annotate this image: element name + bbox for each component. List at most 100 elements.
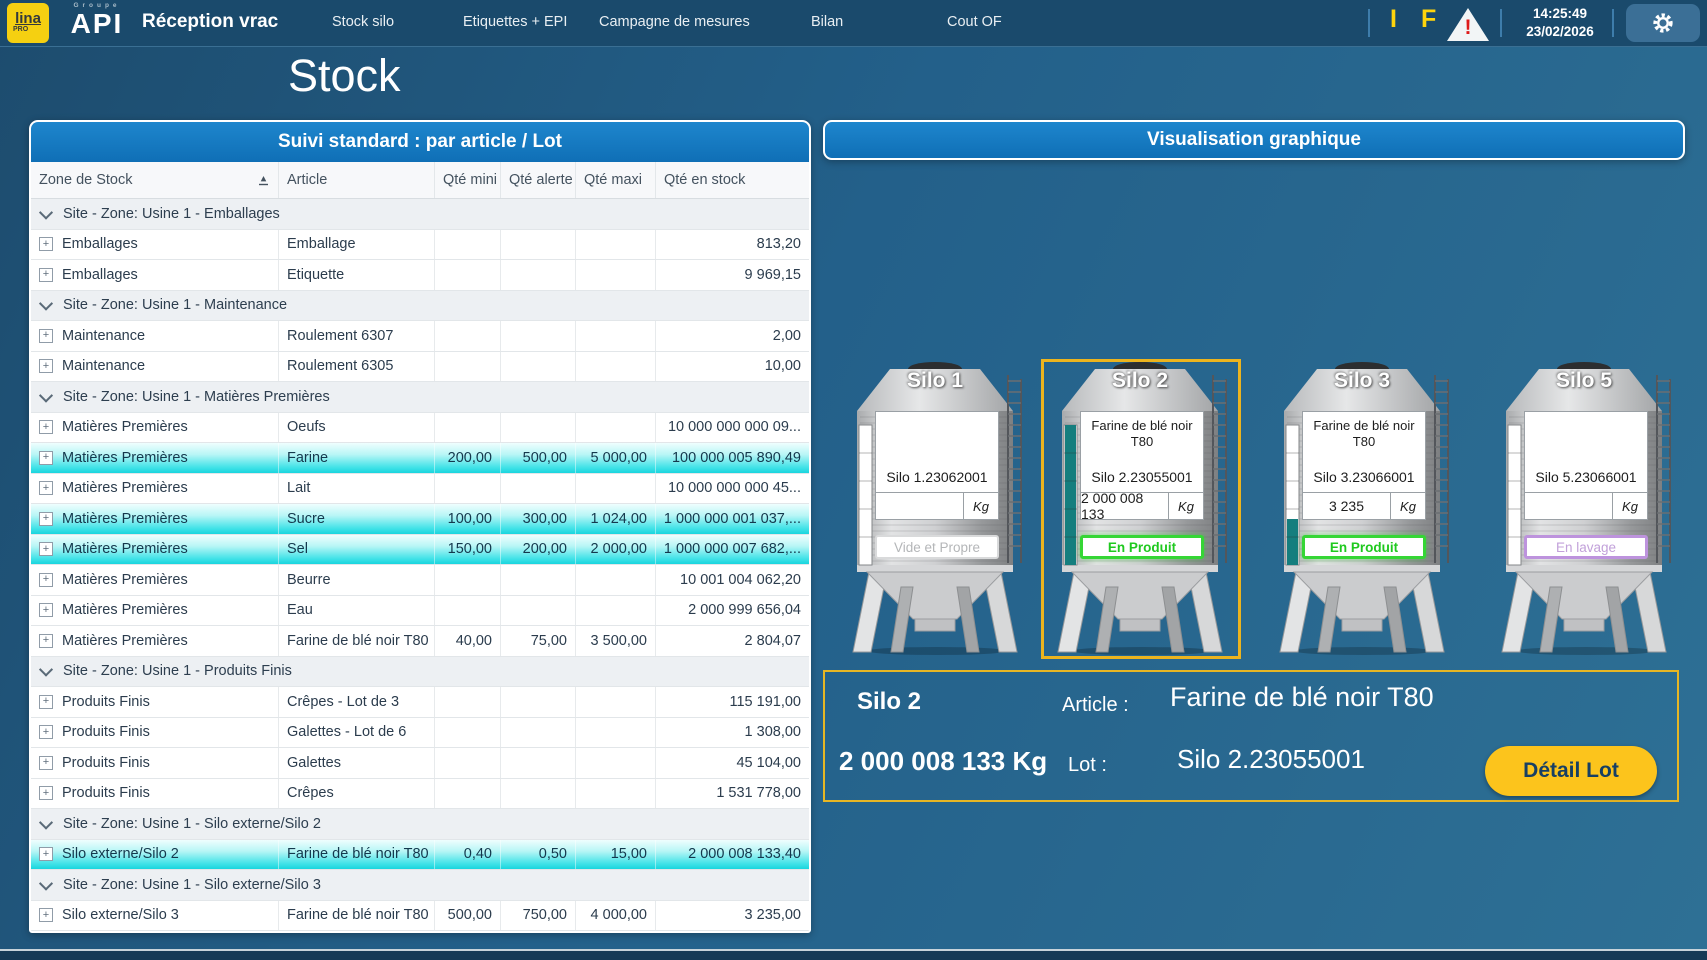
silo-qty: 2 000 008 133 — [1081, 490, 1144, 522]
expand-icon[interactable]: + — [39, 633, 53, 648]
expand-icon[interactable]: + — [39, 725, 53, 740]
table-row[interactable]: + Maintenance Roulement 6307 2,00 — [31, 321, 809, 352]
topbar: lina PRO Groupe API Réception vrac Stock… — [0, 0, 1707, 47]
table-row[interactable]: + Emballages Emballage 813,20 — [31, 229, 809, 260]
gear-icon — [1653, 13, 1673, 33]
table-row[interactable]: + Matières Premières Oeufs 10 000 000 000 0… — [31, 412, 809, 443]
zone-cell: Produits Finis — [62, 754, 150, 771]
silo-qty — [876, 493, 963, 519]
topbar-divider — [1500, 9, 1502, 37]
silo-title: Silo 1 — [906, 369, 964, 392]
table-row[interactable]: + Produits Finis Crêpes 1 531 778,00 — [31, 778, 809, 809]
table-row[interactable]: + Matières Premières Sel 150,00 200,00 2 000,… — [31, 534, 809, 565]
table-body: Site - Zone: Usine 1 - Emballages + Emball… — [31, 199, 809, 931]
expand-icon[interactable]: + — [39, 450, 53, 465]
table-row[interactable]: + Produits Finis Galettes 45 104,00 — [31, 748, 809, 779]
indicator-f[interactable]: F — [1421, 5, 1437, 33]
table-row[interactable]: + Silo externe/Silo 2 Farine de blé noir T… — [31, 839, 809, 870]
table-group-row[interactable]: Site - Zone: Usine 1 - Maintenance — [31, 290, 809, 321]
table-group-row[interactable]: Site - Zone: Usine 1 - Emballages — [31, 199, 809, 230]
table-row[interactable]: + Produits Finis Galettes - Lot de 6 1 308,… — [31, 717, 809, 748]
table-group-row[interactable]: Site - Zone: Usine 1 - Produits Finis — [31, 656, 809, 687]
expand-icon[interactable]: + — [39, 328, 53, 343]
expand-icon[interactable]: + — [39, 237, 53, 252]
table-row[interactable]: + Matières Premières Lait 10 000 000 000 45… — [31, 473, 809, 504]
qty-alerte-cell: 300,00 — [501, 504, 576, 534]
zone-cell: Matières Premières — [62, 419, 188, 436]
sort-icon[interactable] — [257, 174, 270, 186]
silo-lot: Silo 3.23066001 — [1313, 469, 1415, 485]
qty-maxi-cell: 2 000,00 — [576, 534, 656, 564]
expand-icon[interactable]: + — [39, 908, 53, 923]
time-value: 14:25:49 — [1532, 6, 1588, 21]
qty-maxi-cell — [576, 595, 656, 625]
group-label: Site - Zone: Usine 1 - Silo externe/Silo… — [63, 876, 321, 893]
article-cell: Eau — [279, 595, 435, 625]
expand-icon[interactable]: + — [39, 359, 53, 374]
expand-icon[interactable]: + — [39, 572, 53, 587]
table-row[interactable]: + Matières Premières Farine 200,00 500,00 5 0… — [31, 443, 809, 474]
expand-icon[interactable]: + — [39, 420, 53, 435]
nav-campagne-mesures[interactable]: Campagne de mesures — [599, 14, 750, 30]
expand-icon[interactable]: + — [39, 755, 53, 770]
silo-article — [1525, 412, 1647, 462]
expand-icon[interactable]: + — [39, 847, 53, 862]
column-qte-maxi[interactable]: Qté maxi — [576, 162, 656, 198]
table-row[interactable]: + Silo externe/Silo 3 Farine de blé noir T… — [31, 900, 809, 931]
qty-mini-cell — [435, 717, 501, 747]
column-zone-de-stock[interactable]: Zone de Stock — [31, 162, 279, 198]
indicator-i[interactable]: I — [1390, 5, 1397, 33]
expand-icon[interactable]: + — [39, 542, 53, 557]
column-qte-alerte[interactable]: Qté alerte — [501, 162, 576, 198]
table-row[interactable]: + Maintenance Roulement 6305 10,00 — [31, 351, 809, 382]
table-group-row[interactable]: Site - Zone: Usine 1 - Silo externe/Silo… — [31, 809, 809, 840]
nav-etiquettes-epi[interactable]: Etiquettes + EPI — [463, 14, 568, 30]
table-row[interactable]: + Matières Premières Farine de blé noir T8… — [31, 626, 809, 657]
table-row[interactable]: + Produits Finis Crêpes - Lot de 3 115 191,… — [31, 687, 809, 718]
table-row[interactable]: + Matières Premières Beurre 10 001 004 062,… — [31, 565, 809, 596]
silo-silo-1[interactable]: Silo 1 Silo 1.23062001 Kg Vide et Propre — [845, 355, 1025, 655]
qty-mini-cell: 200,00 — [435, 443, 501, 473]
silo-silo-2[interactable]: Silo 2 Farine de blé noir T80 Silo 2.23055… — [1041, 355, 1241, 659]
table-group-row[interactable]: Site - Zone: Usine 1 - Matières Première… — [31, 382, 809, 413]
qty-mini-cell: 100,00 — [435, 504, 501, 534]
table-column-header: Zone de Stock Article Qté mini Qté alert… — [31, 162, 809, 199]
expand-icon[interactable]: + — [39, 267, 53, 282]
silo-silo-3[interactable]: Silo 3 Farine de blé noir T80 Silo 3.23066… — [1272, 355, 1452, 655]
nav-cout-of[interactable]: Cout OF — [947, 14, 1002, 30]
table-row[interactable]: + Matières Premières Eau 2 000 999 656,04 — [31, 595, 809, 626]
expand-icon[interactable]: + — [39, 786, 53, 801]
qty-stock-cell: 1 000 000 007 682,... — [663, 541, 801, 558]
qty-maxi-cell — [576, 321, 656, 351]
silo-title: Silo 2 — [1111, 369, 1169, 392]
warning-exclamation: ! — [1464, 16, 1472, 39]
expand-icon[interactable]: + — [39, 694, 53, 709]
zone-cell: Emballages — [62, 266, 138, 283]
expand-icon[interactable]: + — [39, 603, 53, 618]
table-row[interactable]: + Emballages Etiquette 9 969,15 — [31, 260, 809, 291]
column-qte-en-stock[interactable]: Qté en stock — [664, 172, 746, 188]
table-row[interactable]: + Matières Premières Sucre 100,00 300,00 1 02… — [31, 504, 809, 535]
zone-cell: Maintenance — [62, 327, 146, 344]
silo-unit: Kg — [1390, 493, 1425, 519]
column-article[interactable]: Article — [279, 162, 435, 198]
detail-lot-button[interactable]: Détail Lot — [1485, 746, 1657, 796]
visualisation-panel-title: Visualisation graphique — [823, 120, 1685, 160]
chevron-down-icon — [38, 296, 54, 311]
settings-button[interactable] — [1626, 4, 1700, 42]
qty-maxi-cell — [576, 748, 656, 778]
silo-unit: Kg — [1612, 493, 1647, 519]
lina-pro-logo: lina PRO — [7, 3, 49, 43]
nav-stock-silo[interactable]: Stock silo — [332, 14, 395, 30]
column-qte-mini[interactable]: Qté mini — [435, 162, 501, 198]
nav-bilan[interactable]: Bilan — [811, 14, 844, 30]
qty-mini-cell — [435, 778, 501, 808]
silo-silo-5[interactable]: Silo 5 Silo 5.23066001 Kg En lavage — [1494, 355, 1674, 655]
expand-icon[interactable]: + — [39, 511, 53, 526]
qty-mini-cell — [435, 229, 501, 259]
expand-icon[interactable]: + — [39, 481, 53, 496]
alarm-warning-icon[interactable]: ! — [1447, 8, 1489, 41]
table-group-row[interactable]: Site - Zone: Usine 1 - Silo externe/Silo… — [31, 870, 809, 901]
chevron-down-icon — [38, 205, 54, 220]
